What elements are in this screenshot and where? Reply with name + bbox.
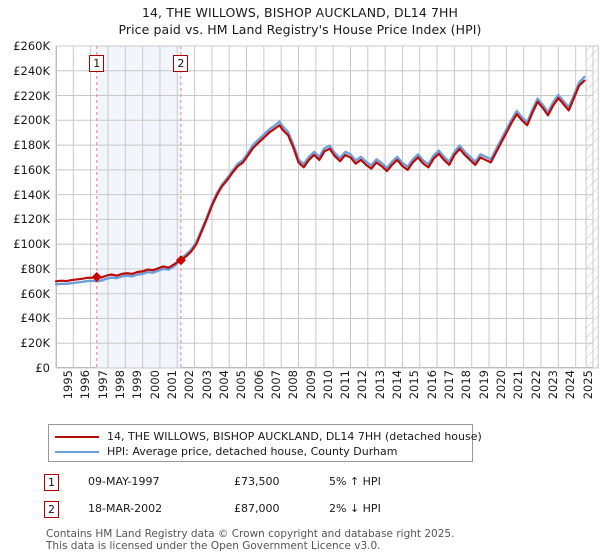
y-axis-tick-label: £220K	[13, 88, 50, 103]
transaction-date-2: 18-MAR-2002	[88, 502, 163, 515]
legend-entry-price-paid: 14, THE WILLOWS, BISHOP AUCKLAND, DL14 7…	[55, 429, 482, 444]
x-axis-tick-label: 2020	[494, 370, 509, 400]
y-axis-tick-label: £200K	[13, 113, 50, 128]
x-axis-tick-label: 1997	[95, 370, 110, 400]
x-axis-tick-label: 2003	[199, 370, 214, 400]
y-axis-tick-label: £260K	[13, 39, 50, 53]
x-axis-tick-label: 2022	[528, 370, 543, 400]
y-axis-tick-label: £100K	[13, 237, 50, 252]
x-axis-tick-label: 2018	[459, 370, 474, 400]
y-axis-tick-label: £140K	[13, 187, 50, 202]
x-axis-labels: 1995 1996 1997 1998 1999 2000 2001 2002 2003 2004…	[56, 370, 600, 414]
x-axis-tick-label: 2025	[580, 370, 595, 400]
y-axis-tick-label: £240K	[13, 63, 50, 78]
transaction-price-2: £87,000	[234, 502, 280, 515]
y-axis-tick-label: £180K	[13, 138, 50, 153]
x-axis-tick-label: 2017	[442, 370, 457, 400]
x-axis-tick-label: 2001	[164, 370, 179, 400]
x-axis-tick-label: 1999	[130, 370, 145, 400]
x-axis-tick-label: 2005	[234, 370, 249, 400]
y-axis-tick-label: £0	[35, 361, 50, 375]
x-axis-tick-label: 2015	[407, 370, 422, 400]
transaction-price-1: £73,500	[234, 475, 280, 488]
y-axis-tick-label: £160K	[13, 162, 50, 177]
plot-series	[54, 46, 586, 368]
transaction-hpi-delta-2: 2% ↓ HPI	[329, 502, 381, 515]
y-axis-tick-label: £120K	[13, 212, 50, 227]
x-axis-tick-label: 1996	[78, 370, 93, 400]
x-axis-tick-label: 1995	[61, 370, 75, 400]
x-axis-tick-label: 2024	[563, 370, 578, 400]
legend-swatch-price-paid	[55, 435, 99, 438]
footer-line-2: This data is licensed under the Open Gov…	[46, 540, 381, 552]
chart-title-block: 14, THE WILLOWS, BISHOP AUCKLAND, DL14 7…	[0, 0, 600, 38]
transaction-hpi-delta-1: 5% ↑ HPI	[329, 475, 381, 488]
x-axis-tick-label: 2007	[268, 370, 283, 400]
x-axis-tick-label: 2009	[303, 370, 318, 400]
x-axis-tick-label: 1998	[112, 370, 127, 400]
x-axis-tick-label: 2011	[338, 370, 353, 400]
legend-label-hpi: HPI: Average price, detached house, Coun…	[107, 445, 398, 458]
y-axis-tick-label: £20K	[20, 336, 51, 351]
copyright-footer: Contains HM Land Registry data © Crown c…	[46, 528, 586, 552]
legend-entry-hpi: HPI: Average price, detached house, Coun…	[55, 444, 472, 459]
transaction-marker-1: 1	[44, 474, 59, 491]
y-axis-tick-label: £60K	[20, 286, 51, 301]
transactions-table: 1 09-MAY-1997 £73,500 5% ↑ HPI 2 18-MAR-…	[44, 472, 464, 526]
x-axis-tick-label: 2010	[320, 370, 335, 400]
y-axis-tick-label: £40K	[20, 311, 51, 326]
x-axis-tick-label: 2016	[424, 370, 439, 400]
x-axis-tick-label: 2014	[390, 370, 405, 400]
chart-marker-callout-1: 1	[89, 55, 105, 72]
x-axis-tick-label: 2021	[511, 370, 526, 400]
x-axis-tick-label: 2023	[546, 370, 561, 400]
x-axis-tick-label: 2012	[355, 370, 370, 400]
x-axis-tick-label: 2008	[286, 370, 301, 400]
transaction-date-1: 09-MAY-1997	[88, 475, 160, 488]
plot-gridlines	[55, 45, 594, 369]
x-axis-tick-label: 2019	[476, 370, 491, 400]
footer-line-1: Contains HM Land Registry data © Crown c…	[46, 528, 455, 540]
y-axis-labels: £0 £20K £40K £60K £80K £100K £120K £140K £160K £1…	[0, 39, 53, 375]
x-axis-tick-label: 2000	[147, 370, 162, 400]
x-axis-tick-label: 2004	[216, 370, 231, 400]
plot-bands	[96, 45, 599, 369]
legend-swatch-hpi	[55, 450, 99, 453]
y-axis-tick-label: £80K	[20, 261, 51, 276]
page-subtitle: Price paid vs. HM Land Registry's House …	[118, 22, 482, 37]
x-axis-tick-label: 2006	[251, 370, 266, 400]
chart-marker-callout-2: 2	[173, 55, 189, 72]
transaction-marker-2: 2	[44, 501, 59, 518]
x-axis-tick-label: 2013	[372, 370, 387, 400]
table-row: 2 18-MAR-2002 £87,000 2% ↓ HPI	[44, 499, 464, 526]
chart-legend: 14, THE WILLOWS, BISHOP AUCKLAND, DL14 7…	[48, 424, 482, 462]
page-title: 14, THE WILLOWS, BISHOP AUCKLAND, DL14 7…	[141, 5, 459, 20]
table-row: 1 09-MAY-1997 £73,500 5% ↑ HPI	[44, 472, 464, 499]
x-axis-tick-label: 2002	[182, 370, 197, 400]
legend-label-price-paid: 14, THE WILLOWS, BISHOP AUCKLAND, DL14 7…	[107, 430, 482, 443]
